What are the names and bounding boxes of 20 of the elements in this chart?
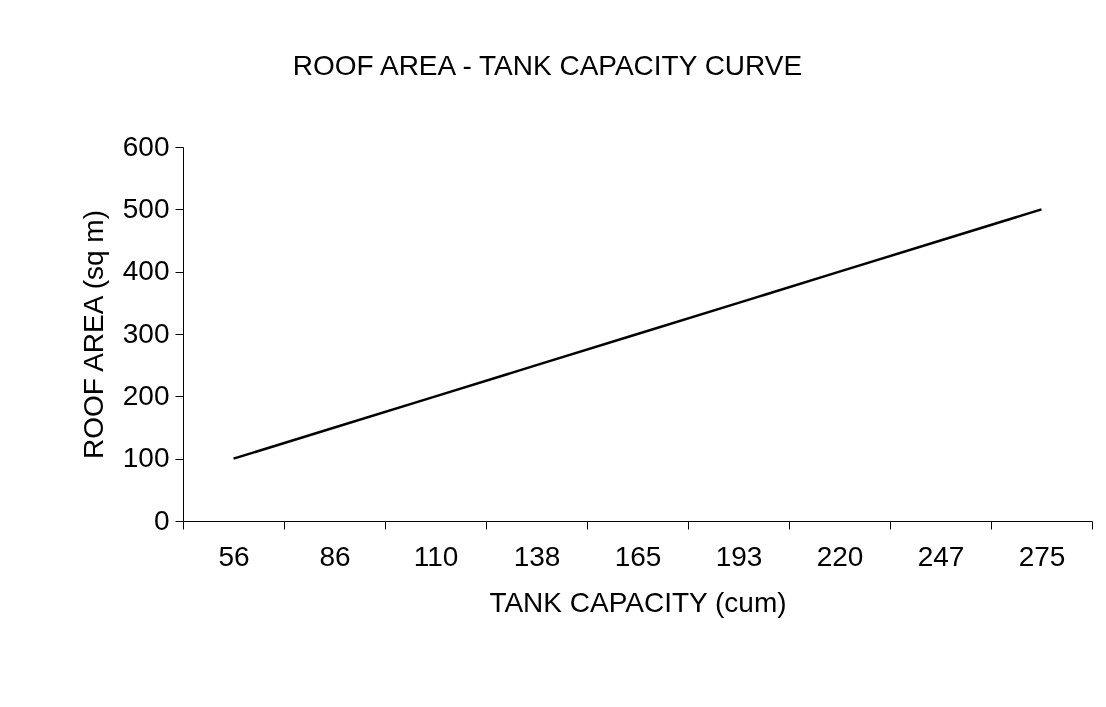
x-tick-label: 193 xyxy=(715,540,763,572)
y-tick-label: 300 xyxy=(122,317,170,349)
x-tick-label: 110 xyxy=(413,540,459,572)
x-tick-label: 138 xyxy=(513,540,561,572)
y-tick-label: 100 xyxy=(122,442,170,474)
y-tick-label: 600 xyxy=(122,130,170,162)
line-series xyxy=(232,208,1043,460)
x-tick-label: 165 xyxy=(614,540,662,572)
y-tick-label: 200 xyxy=(122,379,170,411)
chart-title: ROOF AREA - TANK CAPACITY CURVE xyxy=(292,50,803,81)
x-tick-label: 56 xyxy=(218,540,250,572)
y-tick-label: 500 xyxy=(122,192,170,224)
x-axis-title: TANK CAPACITY (cum) xyxy=(489,586,787,618)
y-tick-label: 400 xyxy=(122,255,170,287)
x-tick-label: 275 xyxy=(1018,540,1066,572)
x-tick-label: 86 xyxy=(319,540,351,572)
y-axis-title: ROOF AREA (sq m) xyxy=(77,210,109,459)
y-tick-label: 0 xyxy=(153,504,170,536)
x-tick-label: 220 xyxy=(816,540,864,572)
x-tick-label: 247 xyxy=(917,540,965,572)
